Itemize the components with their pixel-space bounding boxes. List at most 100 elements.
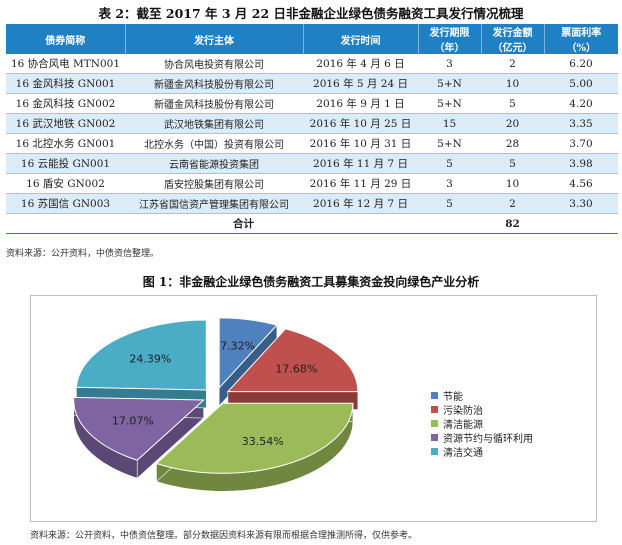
- cell-name: 16 协合风电 MTN001: [6, 54, 125, 74]
- legend-swatch: [431, 448, 438, 455]
- legend-label: 节能: [443, 392, 463, 403]
- cell-name: 16 北控水务 GN001: [6, 133, 125, 154]
- cell-issuer: 江苏省国信资产管理集团有限公司: [125, 193, 303, 214]
- legend-swatch: [431, 420, 438, 427]
- figure-source-note: 资料来源：公开资料，中债资信整理。部分数据因资料来源有限而根据合理推测所得，仅供…: [30, 531, 418, 541]
- cell-term: 5: [418, 153, 481, 174]
- cell-term: 3: [418, 173, 481, 194]
- cell-date: 2016 年 11 月 7 日: [303, 153, 418, 174]
- pie-slice: [226, 328, 359, 393]
- cell-amount: 20: [481, 113, 544, 134]
- cell-name: 16 盾安 GN002: [6, 173, 125, 194]
- cell-name: 16 金风科技 GN002: [6, 93, 125, 114]
- cell-amount: 10: [481, 73, 544, 94]
- table-source-note: 资料来源：公开资料，中债资信整理。: [6, 249, 160, 259]
- cell-amount: 2: [481, 54, 544, 74]
- table-row: 16 协合风电 MTN001 协合风电投资有限公司 2016 年 4 月 6 日…: [6, 54, 618, 74]
- cell-issuer: 协合风电投资有限公司: [125, 54, 303, 74]
- cell-name: 16 金风科技 GN001: [6, 73, 125, 94]
- cell-name: 16 武汉地铁 GN002: [6, 113, 125, 134]
- cell-rate: 3.30: [544, 193, 618, 214]
- cell-amount: 28: [481, 133, 544, 154]
- pie-slice: [75, 319, 207, 391]
- table-row: 16 金风科技 GN002 新疆金风科技股份有限公司 2016 年 9 月 1 …: [6, 93, 618, 114]
- pie-slice: [155, 402, 354, 474]
- total-rate-empty: [544, 213, 618, 234]
- legend-item: 资源节约与循环利用: [431, 431, 533, 445]
- cell-date: 2016 年 5 月 24 日: [303, 73, 418, 94]
- table-row: 16 武汉地铁 GN002 武汉地铁集团有限公司 2016 年 10 月 25 …: [6, 113, 618, 134]
- legend-label: 清洁交通: [443, 448, 483, 459]
- cell-rate: 3.98: [544, 153, 618, 174]
- header-date: 发行时间: [303, 24, 419, 54]
- legend-item: 清洁交通: [431, 445, 533, 459]
- table-row: 16 北控水务 GN001 北控水务（中国）投资有限公司 2016 年 10 月…: [6, 133, 618, 154]
- cell-term: 5+N: [418, 73, 481, 94]
- table-row: 16 盾安 GN002 盾安控股集团有限公司 2016 年 11 月 29 日 …: [6, 173, 618, 194]
- pie-data-label: 24.39%: [129, 353, 171, 366]
- cell-rate: 3.35: [544, 113, 618, 134]
- cell-rate: 4.20: [544, 93, 618, 114]
- bond-issuance-table: 债券简称 发行主体 发行时间 发行期限 （年） 发行金额 （亿元） 票面利率 （%） …: [6, 24, 618, 234]
- header-issuer: 发行主体: [125, 24, 304, 54]
- cell-date: 2016 年 4 月 6 日: [303, 54, 418, 74]
- cell-rate: 6.20: [544, 54, 618, 74]
- cell-amount: 10: [481, 173, 544, 194]
- pie-data-label: 17.68%: [275, 363, 317, 376]
- cell-term: 5+N: [418, 93, 481, 114]
- cell-issuer: 北控水务（中国）投资有限公司: [125, 133, 303, 154]
- legend-swatch: [431, 406, 438, 413]
- header-amount: 发行金额 （亿元）: [481, 24, 545, 54]
- pie-chart-frame: 7.32% 17.68% 33.54% 17.07% 24.39% 节能 污染防治 清洁…: [30, 295, 597, 522]
- cell-date: 2016 年 9 月 1 日: [303, 93, 418, 114]
- chart-legend: 节能 污染防治 清洁能源 资源节约与循环利用 清洁交通: [431, 389, 533, 459]
- legend-label: 资源节约与循环利用: [443, 434, 533, 445]
- pie-slice: [73, 396, 205, 461]
- cell-issuer: 盾安控股集团有限公司: [125, 173, 303, 194]
- pie-data-label: 17.07%: [112, 415, 154, 428]
- legend-item: 节能: [431, 389, 533, 403]
- cell-amount: 5: [481, 153, 544, 174]
- table-header-row: 债券简称 发行主体 发行时间 发行期限 （年） 发行金额 （亿元） 票面利率 （%）: [6, 24, 618, 54]
- legend-label: 清洁能源: [443, 420, 483, 431]
- cell-term: 5+N: [418, 133, 481, 154]
- cell-date: 2016 年 10 月 25 日: [303, 113, 418, 134]
- legend-label: 污染防治: [443, 406, 483, 417]
- total-amount: 82: [481, 213, 544, 234]
- legend-swatch: [431, 434, 438, 441]
- table-title: 表 2：截至 2017 年 3 月 22 日非金融企业绿色债务融资工具发行情况梳…: [98, 6, 524, 21]
- cell-issuer: 云南省能源投资集团: [125, 153, 303, 174]
- total-label: 合计: [6, 213, 481, 234]
- pie-chart: 7.32% 17.68% 33.54% 17.07% 24.39%: [73, 317, 359, 492]
- table-row: 16 金风科技 GN001 新疆金风科技股份有限公司 2016 年 5 月 24…: [6, 73, 618, 94]
- cell-rate: 3.70: [544, 133, 618, 154]
- header-rate: 票面利率 （%）: [544, 24, 618, 54]
- cell-issuer: 新疆金风科技股份有限公司: [125, 93, 303, 114]
- table-row: 16 苏国信 GN003 江苏省国信资产管理集团有限公司 2016 年 12 月…: [6, 193, 618, 214]
- pie-data-label: 7.32%: [220, 340, 255, 353]
- cell-date: 2016 年 11 月 29 日: [303, 173, 418, 194]
- figure-title: 图 1：非金融企业绿色债务融资工具募集资金投向绿色产业分析: [142, 275, 480, 289]
- legend-item: 污染防治: [431, 403, 533, 417]
- cell-rate: 4.56: [544, 173, 618, 194]
- cell-issuer: 新疆金风科技股份有限公司: [125, 73, 303, 94]
- pie-data-label: 33.54%: [242, 435, 284, 448]
- cell-date: 2016 年 10 月 31 日: [303, 133, 418, 154]
- cell-issuer: 武汉地铁集团有限公司: [125, 113, 303, 134]
- legend-swatch: [431, 392, 438, 399]
- cell-amount: 2: [481, 193, 544, 214]
- legend-item: 清洁能源: [431, 417, 533, 431]
- cell-term: 3: [418, 54, 481, 74]
- cell-amount: 5: [481, 93, 544, 114]
- table-total-row: 合计 82: [6, 213, 618, 234]
- cell-term: 5: [418, 193, 481, 214]
- table-row: 16 云能投 GN001 云南省能源投资集团 2016 年 11 月 7 日 5…: [6, 153, 618, 174]
- header-name: 债券简称: [6, 24, 126, 54]
- header-term: 发行期限 （年）: [418, 24, 482, 54]
- cell-rate: 5.00: [544, 73, 618, 94]
- cell-name: 16 云能投 GN001: [6, 153, 125, 174]
- pie-slice: [218, 317, 278, 390]
- cell-date: 2016 年 12 月 7 日: [303, 193, 418, 214]
- cell-term: 15: [418, 113, 481, 134]
- cell-name: 16 苏国信 GN003: [6, 193, 125, 214]
